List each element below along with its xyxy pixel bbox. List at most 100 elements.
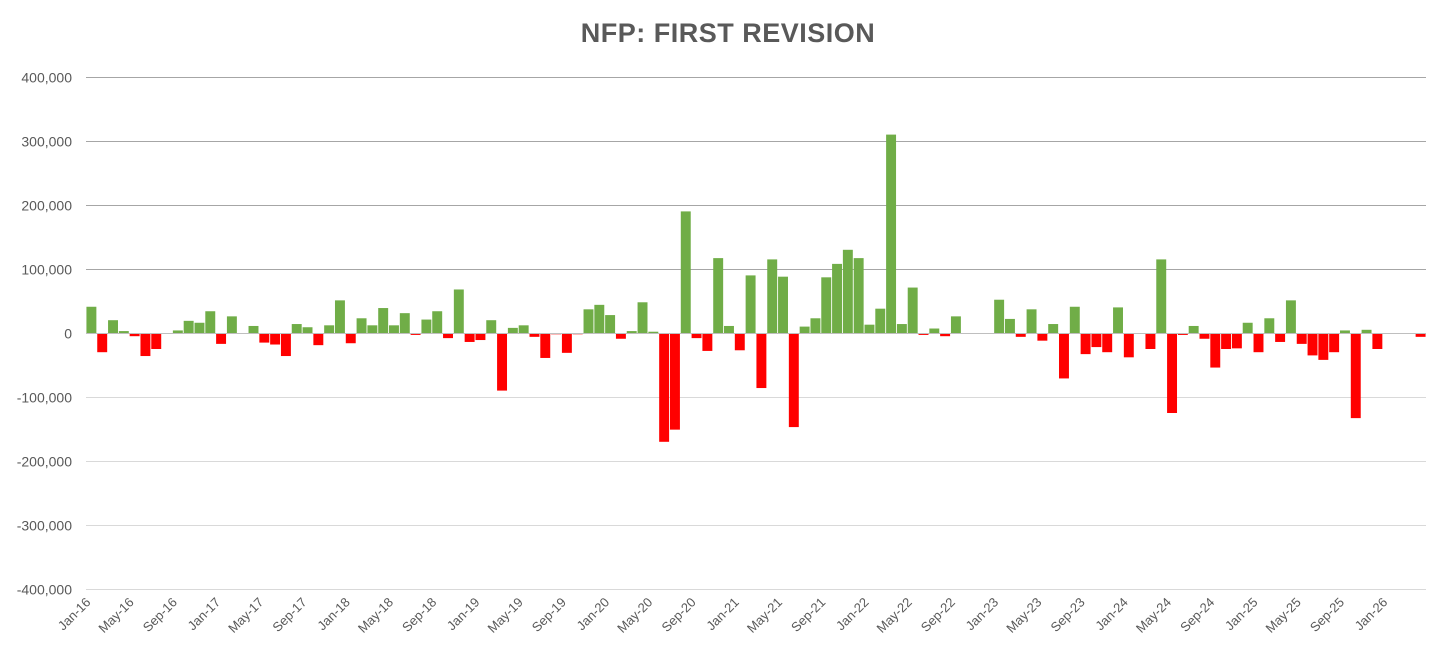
bar: [929, 328, 940, 333]
bar: [1188, 325, 1199, 333]
bar: [497, 333, 508, 391]
x-tick-label: Sep-18: [399, 595, 439, 635]
bar: [194, 322, 205, 333]
bar: [799, 326, 810, 333]
bar: [1004, 318, 1015, 333]
bar: [1210, 333, 1221, 368]
bar: [864, 324, 875, 333]
x-tick-label: Jan-19: [444, 595, 483, 634]
bar: [1102, 333, 1113, 353]
bar: [1026, 309, 1037, 333]
bar: [432, 311, 443, 333]
bar: [291, 324, 302, 333]
bar: [464, 333, 475, 342]
bar: [345, 333, 356, 344]
bar: [183, 320, 194, 333]
bar: [1048, 324, 1059, 333]
bar: [713, 258, 724, 333]
bar: [680, 211, 691, 333]
bar: [648, 331, 659, 333]
bar: [886, 134, 897, 333]
x-tick-label: May-16: [95, 595, 136, 636]
bar: [313, 333, 324, 346]
y-tick-label: 300,000: [21, 134, 72, 150]
bar: [853, 258, 864, 333]
x-tick-label: Sep-20: [658, 595, 698, 635]
bar: [734, 333, 745, 351]
x-tick-label: Jan-23: [963, 595, 1002, 634]
x-tick-label: Jan-17: [185, 595, 224, 634]
y-tick-label: -200,000: [17, 454, 72, 470]
bar: [1350, 333, 1361, 419]
x-tick-label: Sep-16: [140, 595, 180, 635]
bar: [561, 333, 572, 353]
bar: [1059, 333, 1069, 379]
bar: [842, 249, 853, 333]
bar: [1415, 333, 1426, 337]
bar: [583, 309, 594, 333]
bar: [486, 320, 497, 333]
bar: [324, 325, 335, 333]
bar: [1156, 259, 1167, 333]
bar: [832, 263, 843, 333]
bar: [702, 333, 713, 351]
x-tick-label: May-17: [225, 595, 266, 636]
y-tick-label: 400,000: [21, 70, 72, 86]
bar: [540, 333, 551, 358]
bar: [1221, 333, 1232, 349]
x-tick-label: Sep-25: [1307, 595, 1347, 635]
x-tick-label: May-21: [744, 595, 785, 636]
x-tick-label: Jan-20: [574, 595, 613, 634]
x-tick-label: Jan-24: [1092, 595, 1131, 634]
bar: [745, 275, 756, 333]
bar: [1296, 333, 1307, 344]
bar: [1199, 333, 1210, 339]
bar: [605, 315, 616, 333]
bar: [226, 316, 237, 333]
bar: [1242, 322, 1253, 333]
bar: [1113, 307, 1123, 333]
x-tick-label: May-24: [1133, 595, 1174, 636]
bar: [302, 327, 313, 333]
bar: [778, 276, 788, 333]
bar: [1307, 333, 1318, 356]
bar: [205, 311, 216, 333]
x-tick-label: Sep-22: [918, 595, 958, 635]
bar: [907, 287, 918, 333]
bar: [1372, 333, 1383, 349]
chart-title: NFP: FIRST REVISION: [580, 18, 876, 48]
bar: [788, 333, 799, 428]
bar: [1091, 333, 1102, 348]
y-axis-ticks: 400,000 300,000 200,000 100,000 0 -100,000 -20…: [17, 70, 72, 598]
x-tick-label: Jan-22: [833, 595, 872, 634]
bar: [1329, 333, 1340, 353]
x-tick-label: Jan-21: [703, 595, 742, 634]
bar: [1253, 333, 1264, 353]
bar: [507, 327, 518, 333]
bar: [1123, 333, 1134, 358]
bar: [97, 333, 108, 353]
bar: [875, 308, 886, 333]
bar: [475, 333, 486, 341]
x-axis-ticks: Jan-16 May-16 Sep-16 Jan-17 May-17 Sep-17 Jan-…: [55, 595, 1391, 636]
bar: [1285, 300, 1296, 333]
bar: [140, 333, 151, 357]
bar: [896, 324, 907, 333]
bar: [810, 318, 821, 333]
bar: [669, 333, 680, 430]
bar: [940, 333, 951, 337]
bar: [659, 333, 670, 442]
bar: [1231, 333, 1242, 349]
bar: [1318, 333, 1329, 360]
bar: [378, 308, 389, 333]
bar: [270, 333, 281, 345]
bar: [1069, 306, 1080, 333]
bar: [637, 302, 648, 333]
bar: [151, 333, 162, 349]
bar: [129, 333, 140, 337]
bar: [821, 277, 832, 333]
bar: [259, 333, 270, 343]
bar: [1015, 333, 1026, 337]
bar: [994, 299, 1005, 333]
